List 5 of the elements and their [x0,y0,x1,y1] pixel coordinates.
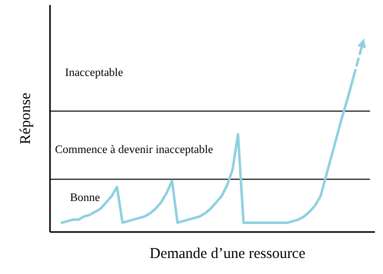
y-axis-title: Réponse [18,92,34,144]
annotation: Bonne [70,192,100,204]
annotation: Commence à devenir inacceptable [55,144,214,156]
x-axis-title: Demande d’une ressource [150,246,306,262]
annotation: Inacceptable [65,67,124,79]
